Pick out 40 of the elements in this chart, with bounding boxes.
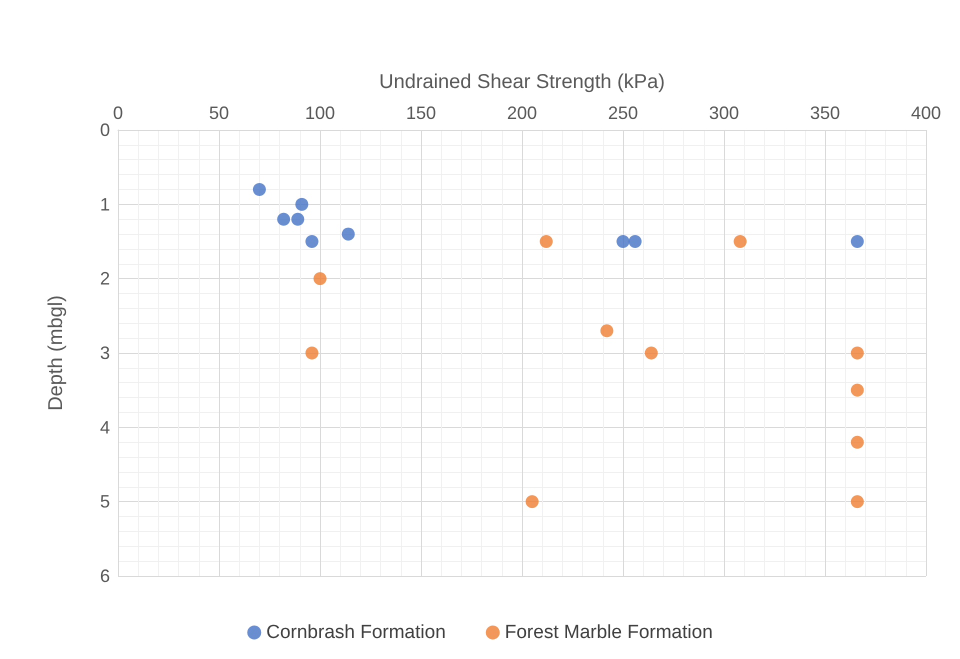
point bbox=[850, 384, 864, 397]
y-tick-label: 2 bbox=[100, 268, 110, 289]
legend-label: Forest Marble Formation bbox=[504, 622, 713, 643]
point bbox=[850, 346, 864, 360]
x-tick-label: 300 bbox=[708, 103, 740, 123]
y-tick-label: 3 bbox=[100, 343, 110, 363]
x-axis-title: Undrained Shear Strength (kPa) bbox=[379, 71, 665, 93]
x-tick-label: 0 bbox=[112, 103, 124, 123]
y-tick-label: 4 bbox=[100, 417, 110, 438]
y-tick-label: 1 bbox=[100, 194, 110, 214]
x-tick-label: 350 bbox=[810, 103, 840, 123]
point bbox=[305, 235, 318, 248]
point bbox=[277, 212, 290, 226]
point bbox=[540, 235, 553, 248]
x-tick-label: 200 bbox=[506, 103, 538, 123]
point bbox=[291, 212, 304, 226]
point bbox=[850, 235, 864, 248]
x-tick-label: 50 bbox=[208, 103, 230, 123]
point bbox=[644, 346, 658, 360]
y-axis-title: Depth (mbgl) bbox=[45, 295, 67, 411]
point bbox=[616, 235, 630, 248]
y-tick-label: 0 bbox=[100, 120, 110, 140]
point bbox=[314, 272, 326, 286]
x-tick-label: 150 bbox=[406, 103, 436, 123]
point bbox=[526, 495, 539, 508]
y-tick-label: 6 bbox=[100, 566, 110, 586]
point bbox=[295, 198, 308, 211]
point bbox=[600, 324, 614, 338]
point bbox=[628, 235, 642, 248]
point bbox=[734, 235, 747, 248]
point bbox=[305, 346, 318, 360]
point bbox=[252, 182, 266, 196]
point bbox=[850, 436, 864, 449]
x-tick-label: 400 bbox=[910, 103, 942, 123]
x-tick-label: 100 bbox=[304, 103, 336, 123]
point bbox=[342, 228, 355, 241]
x-tick-label: 250 bbox=[608, 103, 638, 123]
y-tick-label: 5 bbox=[100, 492, 110, 512]
point bbox=[850, 495, 864, 508]
legend-label: Cornbrash Formation bbox=[266, 622, 446, 643]
